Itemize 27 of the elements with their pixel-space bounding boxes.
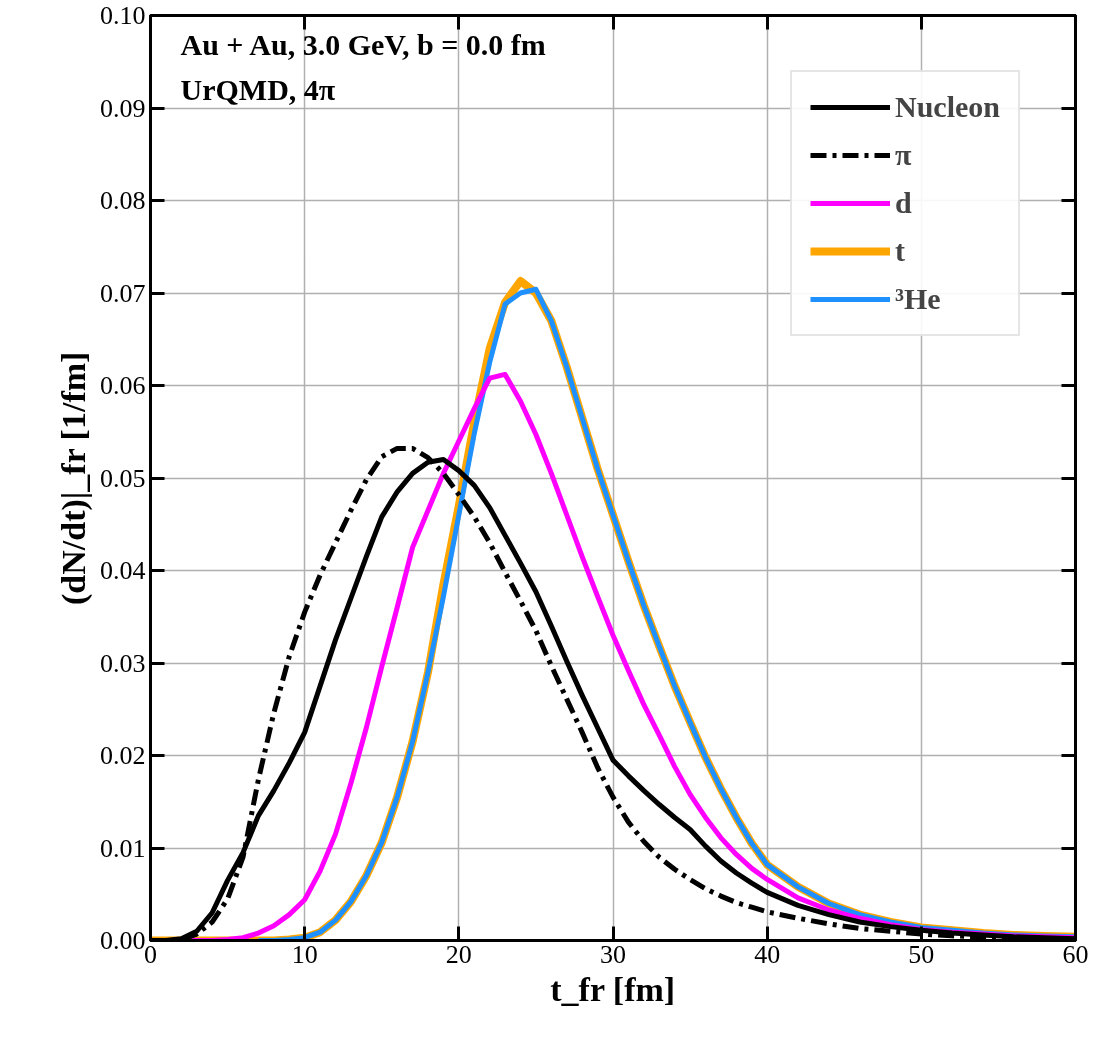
annotation: UrQMD, 4π: [180, 72, 336, 106]
y-tick-label: 0.00: [100, 926, 146, 955]
x-tick-label: 20: [445, 939, 472, 969]
x-tick-label: 40: [754, 939, 781, 969]
x-tick-label: 30: [600, 939, 626, 969]
legend-label: d: [895, 186, 913, 220]
legend-label: Nucleon: [895, 90, 1000, 124]
annotation: Au + Au, 3.0 GeV, b = 0.0 fm: [180, 27, 546, 61]
legend-label: π: [895, 138, 913, 172]
y-tick-label: 0.01: [100, 833, 146, 863]
legend-label: ³He: [895, 282, 941, 316]
x-tick-label: 50: [908, 939, 935, 969]
x-axis-title: t_fr [fm]: [550, 970, 676, 1008]
y-tick-label: 0.05: [100, 463, 146, 493]
y-tick-label: 0.03: [100, 648, 146, 678]
y-tick-label: 0.09: [100, 93, 146, 123]
x-tick-label: 60: [1062, 939, 1089, 969]
y-tick-label: 0.02: [100, 741, 146, 770]
y-tick-label: 0.07: [100, 278, 146, 308]
y-tick-label: 0.08: [100, 186, 146, 215]
y-tick-label: 0.04: [100, 556, 146, 585]
x-tick-label: 0: [144, 939, 157, 969]
y-tick-label: 0.06: [100, 371, 146, 400]
y-tick-label: 0.10: [100, 1, 146, 30]
legend-label: t: [895, 234, 906, 268]
x-tick-label: 10: [291, 939, 318, 969]
y-axis-title: (dN/dt)|_fr [1/fm]: [55, 351, 93, 605]
